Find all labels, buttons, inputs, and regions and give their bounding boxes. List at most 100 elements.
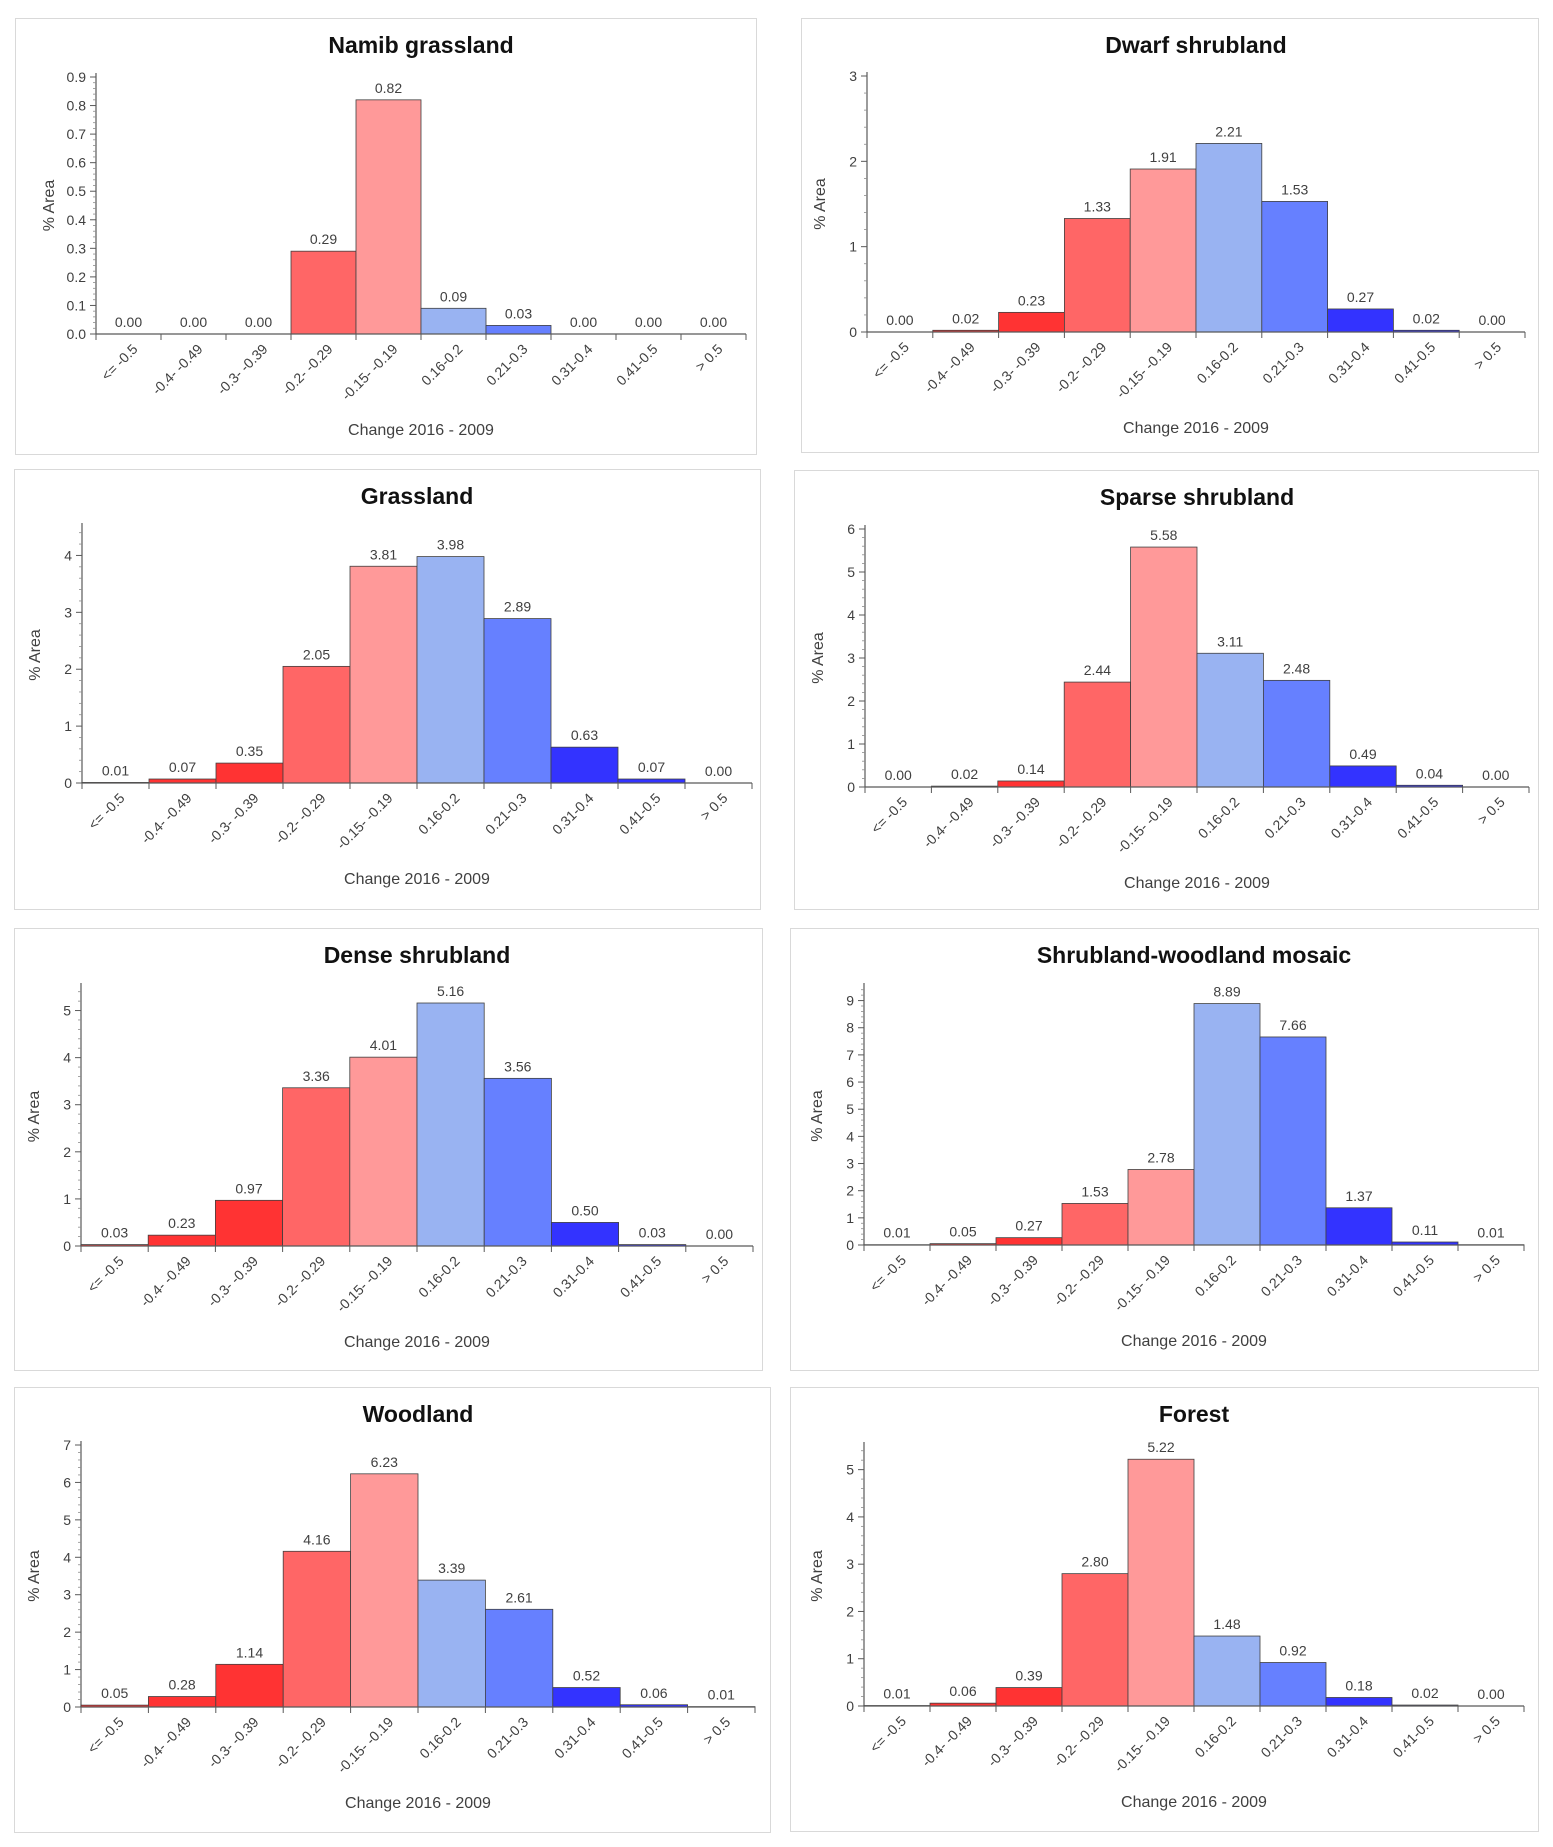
data-label: 2.05 (303, 646, 330, 662)
x-category-label: -0.2- -0.29 (272, 790, 329, 847)
chart-panel: Shrubland-woodland mosaic 0 1 2 3 4 5 6 7 8 9 % Are… (790, 928, 1539, 1371)
x-category-label: 0.31-0.4 (1323, 1713, 1371, 1761)
y-tick-label: 2 (64, 661, 72, 677)
bar (1261, 201, 1328, 333)
data-label: 2.80 (1081, 1554, 1108, 1570)
x-category-label: > 0.5 (700, 1714, 734, 1748)
y-tick-label: 9 (846, 993, 854, 1009)
data-label: 0.09 (440, 288, 467, 304)
x-category-label: 0.16-0.2 (1191, 1713, 1239, 1761)
data-label: 0.01 (883, 1225, 910, 1241)
y-tick-label: 3 (849, 68, 857, 84)
data-label: 6.23 (371, 1454, 398, 1470)
data-label: 0.03 (101, 1225, 128, 1241)
bar (147, 1234, 216, 1247)
y-tick-label: 3 (846, 1556, 854, 1572)
bar (1130, 546, 1198, 788)
x-category-label: -0.3- -0.39 (204, 1253, 261, 1310)
x-category-label: -0.4- -0.49 (921, 339, 978, 396)
data-label: 0.11 (1412, 1222, 1438, 1238)
y-tick-label: 2 (846, 1183, 854, 1199)
data-label: 0.49 (1349, 746, 1376, 762)
bar (282, 1550, 352, 1708)
y-tick-label: 7 (846, 1047, 854, 1063)
bar (215, 762, 284, 784)
bar (1329, 765, 1397, 788)
y-tick-label: 2 (63, 1624, 71, 1640)
x-category-label: <= -0.5 (98, 341, 141, 384)
chart-svg: Namib grassland 0.0 0.1 0.2 0.3 0.4 0.5 0.6 0.7 0… (41, 32, 747, 439)
data-label: 7.66 (1279, 1017, 1306, 1033)
y-tick-label: 2 (846, 1603, 854, 1619)
y-axis-label: % Area (41, 180, 58, 232)
bar (550, 746, 619, 784)
x-category-label: 0.41-0.5 (616, 790, 664, 838)
y-tick-label: 1 (64, 718, 72, 734)
y-tick-label: 0.6 (67, 155, 87, 171)
data-label: 0.27 (1347, 289, 1374, 305)
x-category-label: -0.15- -0.19 (334, 1714, 397, 1777)
bar (1262, 679, 1331, 788)
data-label: 0.02 (952, 310, 979, 326)
data-label: 0.03 (505, 305, 532, 321)
x-category-label: 0.21-0.3 (1261, 794, 1309, 842)
bar (282, 665, 351, 784)
x-category-label: -0.2- -0.29 (271, 1253, 328, 1310)
x-category-label: <= -0.5 (85, 790, 128, 833)
chart-title: Forest (1159, 1401, 1230, 1427)
bar (1195, 143, 1263, 333)
x-category-label: <= -0.5 (868, 794, 911, 837)
y-tick-label: 4 (63, 1050, 71, 1066)
y-axis-label: % Area (809, 1550, 826, 1602)
x-category-label: > 0.5 (1471, 339, 1505, 373)
y-tick-label: 4 (846, 1128, 854, 1144)
chart-panel: Sparse shrubland 0 1 2 3 4 5 6 % Area 0.00 0.02 0.1… (794, 470, 1539, 910)
data-label: 3.36 (303, 1068, 330, 1084)
data-label: 0.27 (1015, 1218, 1042, 1234)
data-label: 0.00 (245, 314, 272, 330)
data-label: 0.18 (1345, 1677, 1372, 1693)
data-label: 3.39 (438, 1560, 465, 1576)
data-label: 0.01 (883, 1686, 910, 1702)
data-label: 2.21 (1215, 123, 1242, 139)
data-label: 3.11 (1217, 633, 1243, 649)
y-tick-label: 3 (63, 1587, 71, 1603)
x-category-label: -0.3- -0.39 (984, 1252, 1041, 1309)
y-tick-label: 0.8 (67, 98, 87, 114)
x-category-label: -0.2- -0.29 (1052, 339, 1109, 396)
data-label: 2.89 (504, 599, 531, 615)
x-category-label: -0.2- -0.29 (279, 341, 336, 398)
data-label: 0.28 (168, 1677, 195, 1693)
x-category-label: 0.31-0.4 (548, 341, 596, 389)
y-axis-label: % Area (809, 1090, 826, 1142)
bar (1327, 308, 1394, 333)
y-tick-label: 4 (847, 607, 855, 623)
y-axis-label: % Area (26, 1091, 43, 1143)
data-label: 0.07 (638, 759, 665, 775)
bar (1063, 218, 1131, 333)
bar (417, 1579, 486, 1708)
data-label: 0.00 (705, 763, 732, 779)
chart-title: Dense shrubland (324, 942, 511, 968)
y-tick-label: 0.2 (67, 269, 87, 285)
x-category-label: -0.15- -0.19 (333, 790, 396, 853)
x-axis-label: Change 2016 - 2009 (1121, 1333, 1267, 1350)
y-tick-label: 4 (846, 1509, 854, 1525)
x-category-label: 0.21-0.3 (1257, 1713, 1305, 1761)
data-label: 0.03 (639, 1225, 666, 1241)
y-tick-label: 3 (846, 1156, 854, 1172)
bar (282, 1087, 351, 1247)
x-category-label: -0.15- -0.19 (333, 1253, 396, 1316)
x-category-label: 0.41-0.5 (613, 341, 661, 389)
x-category-label: -0.3- -0.39 (987, 339, 1044, 396)
x-category-label: -0.3- -0.39 (984, 1713, 1041, 1770)
data-label: 0.23 (168, 1215, 195, 1231)
x-category-label: 0.31-0.4 (549, 1253, 597, 1301)
x-category-label: 0.16-0.2 (1191, 1252, 1239, 1300)
y-tick-label: 0.1 (67, 297, 87, 313)
bar (1193, 1003, 1261, 1246)
x-category-label: <= -0.5 (84, 1253, 127, 1296)
bar (420, 307, 487, 335)
bar (1259, 1662, 1327, 1707)
chart-svg: Sparse shrubland 0 1 2 3 4 5 6 % Area 0.00 0.02 0.1… (810, 484, 1530, 892)
